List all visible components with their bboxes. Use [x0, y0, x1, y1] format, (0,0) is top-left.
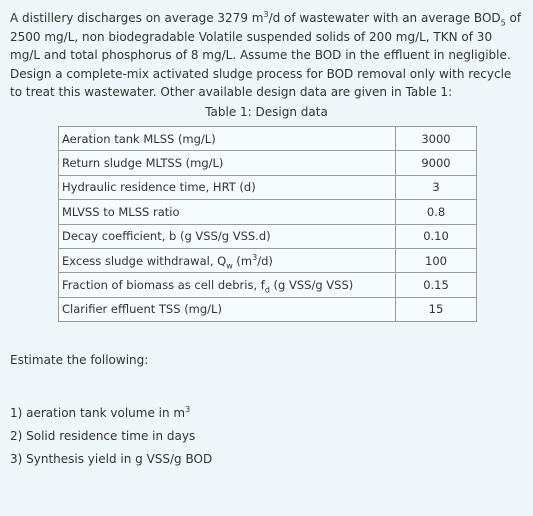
param-value: 100 [395, 247, 477, 274]
question-item: 3) Synthesis yield in g VSS/g BOD [10, 452, 213, 466]
table-row: Excess sludge withdrawal, Qw (m3/d) 100 [58, 247, 477, 274]
param-value: 3 [395, 174, 477, 201]
label-text: (m [232, 253, 253, 268]
param-label: Clarifier effluent TSS (mg/L) [58, 296, 396, 323]
param-label: Decay coefficient, b (g VSS/g VSS.d) [58, 223, 396, 249]
problem-text-3: of 2500 mg/L, non biodegradable Volatile… [10, 11, 522, 100]
param-label: Aeration tank MLSS (mg/L) [58, 125, 396, 152]
question-list: 1) aeration tank volume in m3 2) Solid r… [10, 402, 212, 471]
label-sub: w [226, 260, 233, 270]
label-text: /d) [257, 253, 273, 268]
param-label: Excess sludge withdrawal, Qw (m3/d) [58, 247, 396, 274]
label-sub: d [264, 285, 270, 295]
estimate-heading: Estimate the following: [10, 353, 149, 367]
question-text: 1) aeration tank volume in m [10, 406, 186, 420]
table-row: Clarifier effluent TSS (mg/L) 15 [58, 296, 477, 323]
param-value: 0.8 [395, 199, 477, 225]
param-label: Hydraulic residence time, HRT (d) [58, 174, 396, 201]
table-row: MLVSS to MLSS ratio 0.8 [58, 199, 477, 225]
table-row: Aeration tank MLSS (mg/L) 3000 [58, 125, 477, 152]
param-value: 15 [395, 296, 477, 323]
problem-text-2: /d of wastewater with an average BOD [268, 11, 501, 25]
table-row: Fraction of biomass as cell debris, fd (… [58, 272, 477, 298]
label-sup: 3 [252, 252, 258, 262]
label-text: Fraction of biomass as cell debris, f [62, 278, 265, 293]
param-label: MLVSS to MLSS ratio [58, 199, 396, 225]
problem-text-1: A distillery discharges on average 3279 … [10, 11, 264, 25]
question-item: 2) Solid residence time in days [10, 429, 196, 443]
label-text: (g VSS/g VSS) [269, 278, 354, 293]
problem-statement: A distillery discharges on average 3279 … [10, 9, 525, 102]
param-value: 9000 [395, 150, 477, 176]
param-value: 3000 [395, 125, 477, 152]
param-value: 0.10 [395, 223, 477, 249]
label-text: Excess sludge withdrawal, Q [62, 253, 227, 268]
design-data-table: Aeration tank MLSS (mg/L) 3000 Return sl… [58, 125, 477, 323]
problem-sub-5: 5 [500, 18, 506, 28]
question-sup: 3 [185, 405, 191, 414]
table-row: Decay coefficient, b (g VSS/g VSS.d) 0.1… [58, 223, 477, 249]
table-caption: Table 1: Design data [205, 105, 328, 119]
question-item: 1) aeration tank volume in m3 [10, 402, 212, 425]
table-row: Return sludge MLTSS (mg/L) 9000 [58, 150, 477, 176]
param-label: Fraction of biomass as cell debris, fd (… [58, 272, 396, 298]
param-label: Return sludge MLTSS (mg/L) [58, 150, 396, 176]
table-row: Hydraulic residence time, HRT (d) 3 [58, 174, 477, 201]
problem-sup-3: 3 [263, 10, 269, 19]
param-value: 0.15 [395, 272, 477, 298]
